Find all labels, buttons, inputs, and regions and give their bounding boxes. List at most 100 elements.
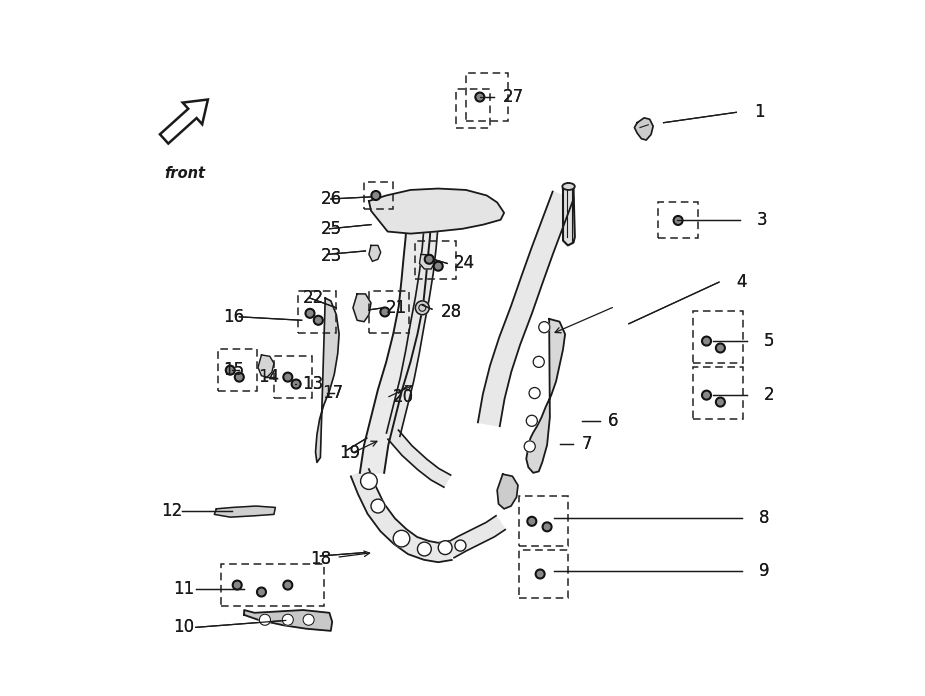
- Text: 14: 14: [258, 368, 279, 386]
- Text: 23: 23: [320, 248, 341, 265]
- Text: 17: 17: [323, 384, 343, 402]
- Circle shape: [234, 583, 240, 588]
- Polygon shape: [497, 474, 518, 509]
- Polygon shape: [258, 355, 274, 377]
- Polygon shape: [420, 255, 435, 269]
- Text: 16: 16: [223, 308, 244, 326]
- Circle shape: [259, 614, 270, 625]
- Circle shape: [417, 542, 431, 556]
- Text: 9: 9: [759, 562, 770, 580]
- Circle shape: [285, 374, 290, 380]
- Circle shape: [237, 374, 242, 380]
- Circle shape: [393, 530, 410, 547]
- Circle shape: [315, 317, 321, 323]
- Polygon shape: [353, 294, 371, 322]
- Circle shape: [529, 388, 540, 399]
- Bar: [415, 241, 456, 278]
- Text: 19: 19: [339, 444, 360, 462]
- Bar: [456, 89, 490, 127]
- Circle shape: [234, 372, 244, 382]
- Text: 9: 9: [759, 562, 770, 580]
- Polygon shape: [360, 215, 431, 473]
- Circle shape: [704, 338, 709, 344]
- Circle shape: [529, 519, 535, 524]
- Text: 8: 8: [759, 509, 770, 527]
- Circle shape: [361, 473, 377, 489]
- Text: 5: 5: [764, 332, 774, 350]
- Text: 24: 24: [454, 255, 475, 272]
- Text: 15: 15: [223, 361, 244, 379]
- Text: 18: 18: [310, 551, 331, 569]
- Text: 12: 12: [161, 502, 182, 520]
- Text: front: front: [165, 166, 205, 182]
- Text: 13: 13: [302, 375, 323, 393]
- Circle shape: [373, 193, 378, 198]
- Text: 15: 15: [223, 361, 244, 379]
- Polygon shape: [446, 516, 505, 557]
- Circle shape: [526, 416, 537, 427]
- Circle shape: [702, 390, 711, 400]
- Circle shape: [438, 541, 452, 555]
- Text: 5: 5: [764, 332, 774, 350]
- Circle shape: [434, 261, 443, 271]
- Bar: [519, 551, 568, 598]
- Text: 7: 7: [582, 435, 592, 452]
- Circle shape: [415, 301, 429, 315]
- Text: 7: 7: [582, 435, 592, 452]
- Text: 21: 21: [387, 299, 408, 317]
- Circle shape: [542, 522, 552, 532]
- Polygon shape: [635, 118, 653, 140]
- Circle shape: [291, 379, 301, 389]
- Text: 4: 4: [736, 273, 746, 291]
- Polygon shape: [369, 246, 381, 261]
- Circle shape: [305, 308, 314, 318]
- Circle shape: [455, 540, 466, 551]
- Circle shape: [425, 255, 434, 264]
- Polygon shape: [388, 430, 450, 487]
- Text: 8: 8: [759, 509, 770, 527]
- Circle shape: [285, 583, 290, 588]
- Circle shape: [538, 322, 549, 333]
- Circle shape: [259, 590, 265, 595]
- Text: 19: 19: [339, 444, 360, 462]
- Polygon shape: [387, 223, 438, 436]
- Circle shape: [282, 614, 293, 625]
- Text: 11: 11: [173, 580, 194, 599]
- Circle shape: [537, 571, 543, 577]
- Circle shape: [718, 345, 723, 351]
- Text: 24: 24: [454, 255, 475, 272]
- Circle shape: [704, 393, 709, 398]
- Text: 2: 2: [764, 386, 774, 404]
- Circle shape: [307, 310, 313, 316]
- Text: 1: 1: [754, 103, 764, 121]
- Bar: [218, 349, 256, 391]
- Text: 2: 2: [764, 386, 774, 404]
- Bar: [364, 182, 393, 209]
- Circle shape: [426, 257, 432, 262]
- Polygon shape: [215, 506, 276, 517]
- Text: 14: 14: [258, 368, 279, 386]
- Circle shape: [283, 580, 292, 590]
- Circle shape: [673, 216, 683, 226]
- Polygon shape: [244, 610, 332, 631]
- Bar: [693, 311, 743, 363]
- Text: 27: 27: [502, 88, 524, 106]
- Text: 10: 10: [173, 618, 194, 636]
- Circle shape: [716, 397, 725, 407]
- Text: 28: 28: [440, 303, 462, 321]
- Circle shape: [527, 516, 536, 526]
- Circle shape: [536, 569, 545, 579]
- Text: 3: 3: [758, 211, 768, 229]
- Text: 28: 28: [440, 303, 462, 321]
- Circle shape: [718, 400, 723, 405]
- Circle shape: [544, 524, 549, 530]
- Circle shape: [371, 191, 381, 200]
- Bar: [693, 367, 743, 419]
- Polygon shape: [478, 191, 574, 426]
- Text: 20: 20: [393, 388, 414, 406]
- Circle shape: [477, 94, 483, 100]
- Circle shape: [226, 365, 235, 375]
- Text: 26: 26: [320, 190, 341, 208]
- Text: 11: 11: [173, 580, 194, 599]
- Bar: [658, 203, 698, 239]
